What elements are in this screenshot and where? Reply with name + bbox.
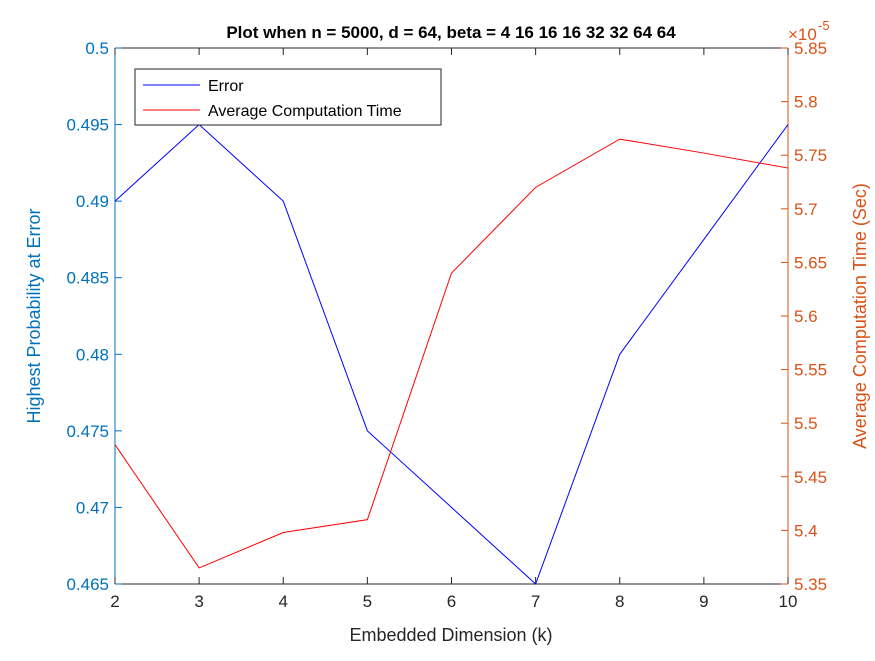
x-tick-label: 2 xyxy=(110,592,119,611)
left-y-tick-label: 0.47 xyxy=(76,498,109,517)
chart-title: Plot when n = 5000, d = 64, beta = 4 16 … xyxy=(226,23,676,42)
right-y-tick-label: 5.55 xyxy=(794,361,827,380)
legend-label-average-computation-time: Average Computation Time xyxy=(208,103,402,120)
x-tick-label: 8 xyxy=(615,592,624,611)
series-line-error xyxy=(114,123,789,585)
left-y-tick-label: 0.475 xyxy=(66,422,109,441)
right-y-tick-label: 5.8 xyxy=(794,93,818,112)
right-exponent-label: ×10 xyxy=(788,25,817,44)
right-y-tick-label: 5.7 xyxy=(794,200,818,219)
right-y-tick-label: 5.65 xyxy=(794,253,827,272)
right-y-tick-label: 5.75 xyxy=(794,146,827,165)
x-tick-label: 3 xyxy=(194,592,203,611)
left-y-tick-label: 0.5 xyxy=(85,39,109,58)
x-tick-label: 6 xyxy=(447,592,456,611)
left-y-tick-label: 0.495 xyxy=(66,116,109,135)
legend-box xyxy=(134,68,442,126)
right-y-tick-label: 5.6 xyxy=(794,307,818,326)
right-y-tick-label: 5.5 xyxy=(794,414,818,433)
right-y-tick-label: 5.45 xyxy=(794,468,827,487)
left-y-tick-label: 0.48 xyxy=(76,345,109,364)
right-y-tick-label: 5.35 xyxy=(794,575,827,594)
left-y-tick-label: 0.465 xyxy=(66,575,109,594)
series-line-average-computation-time xyxy=(114,138,789,569)
x-tick-label: 7 xyxy=(531,592,540,611)
right-exponent-power: -5 xyxy=(818,18,830,33)
left-y-axis-label: Highest Probability at Error xyxy=(24,208,44,423)
left-y-tick-label: 0.49 xyxy=(76,192,109,211)
left-y-tick-label: 0.485 xyxy=(66,269,109,288)
right-y-axis-label: Average Computation Time (Sec) xyxy=(850,183,870,449)
x-tick-label: 4 xyxy=(279,592,288,611)
legend-label-error: Error xyxy=(208,78,244,95)
right-y-tick-label: 5.85 xyxy=(794,39,827,58)
x-tick-label: 10 xyxy=(779,592,798,611)
x-axis-label: Embedded Dimension (k) xyxy=(349,625,552,645)
x-tick-label: 5 xyxy=(363,592,372,611)
x-tick-label: 9 xyxy=(699,592,708,611)
right-y-tick-label: 5.4 xyxy=(794,521,818,540)
